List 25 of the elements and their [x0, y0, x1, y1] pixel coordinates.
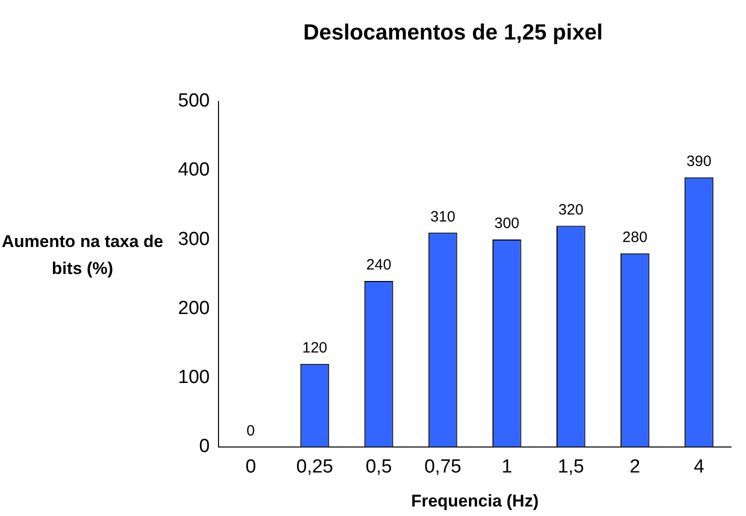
- x-tick-label: 1: [502, 456, 512, 478]
- y-axis-title: Aumento na taxa de bits (%): [0, 231, 164, 280]
- data-label: 120: [302, 340, 328, 357]
- x-tick-label: 4: [694, 456, 705, 478]
- y-tick-label: 200: [178, 298, 210, 319]
- data-label: 300: [494, 215, 520, 232]
- x-tick-label: 1,5: [558, 456, 584, 478]
- x-tick-label: 0,5: [366, 456, 392, 478]
- y-tick-label: 100: [178, 366, 210, 388]
- x-tick-label: 0,25: [296, 456, 334, 478]
- data-label: 310: [430, 208, 456, 226]
- y-tick-label: 0: [199, 436, 210, 458]
- y-tick-label: 300: [178, 228, 210, 250]
- x-axis-title: Frequencia (Hz): [411, 491, 539, 510]
- data-label: 280: [622, 229, 648, 246]
- data-label: 390: [686, 153, 712, 170]
- x-tick-label: 2: [630, 456, 640, 478]
- data-label: 320: [558, 201, 584, 218]
- y-tick-label: 400: [178, 160, 210, 181]
- chart-title: Deslocamentos de 1,25 pixel: [303, 19, 603, 44]
- x-tick-label: 0: [245, 456, 256, 478]
- x-tick-label: 0,75: [424, 456, 462, 478]
- data-label: 240: [366, 256, 392, 274]
- data-label: 0: [246, 422, 255, 440]
- y-tick-label: 500: [178, 90, 210, 112]
